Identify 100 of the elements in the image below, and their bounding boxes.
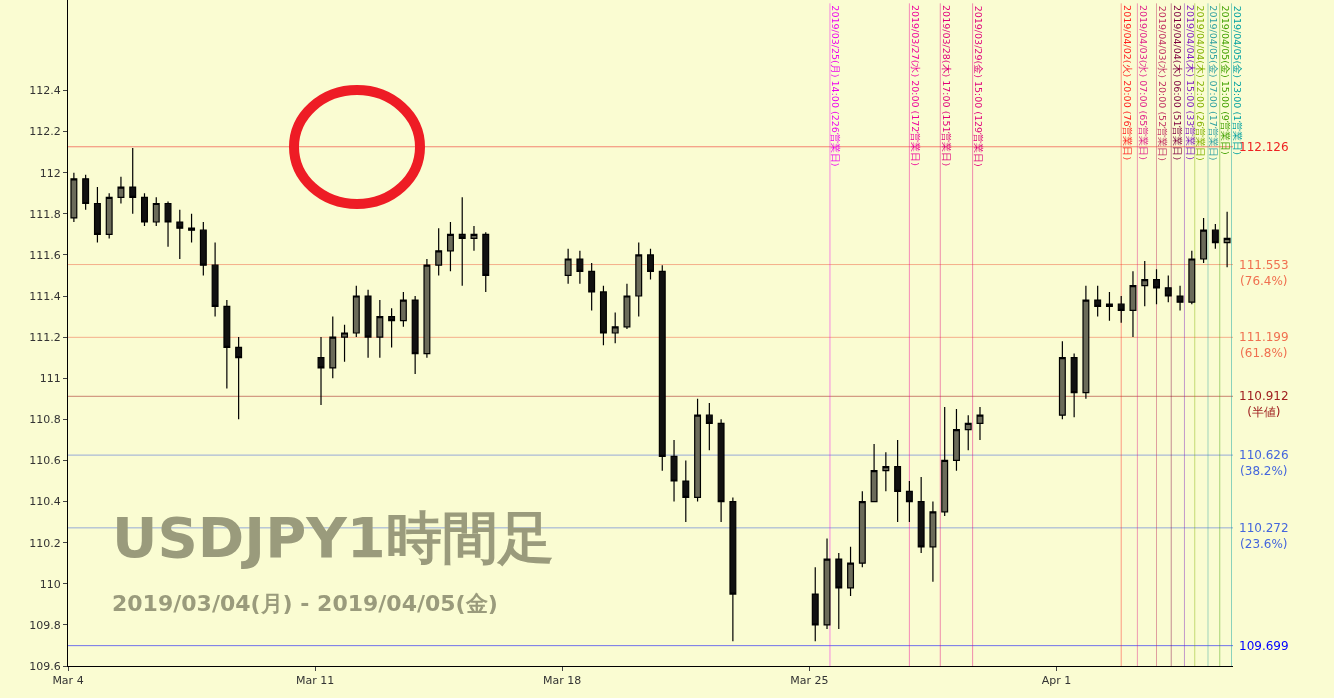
y-tick-label: 111.4 [29, 289, 61, 303]
candlestick [635, 241, 643, 318]
y-tick-label: 110.8 [29, 413, 61, 427]
candlestick [399, 291, 407, 328]
candlestick [870, 443, 878, 503]
ref-line-label: 109.699 [1239, 639, 1289, 653]
candlestick [482, 231, 490, 293]
y-tick-label: 109.8 [29, 618, 61, 632]
candlestick [458, 196, 466, 287]
y-tick-label: 112.4 [29, 84, 61, 98]
candlestick [235, 336, 243, 420]
candlestick [152, 196, 160, 227]
ref-line-label: 2019/04/04(木) 15:00 (33営業日) [1184, 4, 1196, 160]
candlestick [682, 459, 690, 523]
ref-line-label: 111.199 (61.8%) [1239, 330, 1289, 360]
candlestick [470, 225, 478, 252]
ref-line-label: 2019/04/05(金) 07:00 (17営業日) [1208, 5, 1220, 161]
candlestick [588, 262, 596, 311]
candlestick [835, 552, 843, 630]
candlestick [976, 406, 984, 441]
ref-line-label: 110.912 (半値) [1239, 389, 1289, 419]
candlestick [929, 500, 937, 583]
candlestick [329, 315, 337, 379]
candlestick [705, 402, 713, 451]
candlestick [599, 285, 607, 346]
y-tick-label: 110 [39, 577, 61, 591]
text: 2019/03/04(月) - 2019/04/05(金) [112, 591, 498, 616]
candlestick [1153, 268, 1160, 305]
candlestick [223, 299, 231, 390]
x-tick-label: Mar 11 [295, 674, 335, 688]
candlestick [364, 289, 372, 359]
candlestick [388, 307, 396, 348]
candlestick [811, 566, 819, 642]
candlestick [611, 311, 619, 344]
candlestick [729, 496, 737, 642]
ref-line-label: 2019/04/05(金) 15:00 (9営業日) [1220, 5, 1232, 155]
candlestick [847, 546, 855, 597]
candlestick [1070, 352, 1078, 418]
candlestick [176, 209, 184, 260]
candlestick [894, 439, 902, 523]
candlestick [964, 414, 972, 451]
candlestick [1082, 285, 1090, 400]
y-tick-label: 111.2 [29, 330, 61, 344]
candlestick [670, 439, 678, 503]
ref-line-label: 2019/03/25(月) 14:00 (226営業日) [830, 5, 842, 167]
candlestick [1094, 285, 1102, 318]
candlestick [70, 172, 78, 223]
candlestick [694, 398, 702, 503]
candlestick [446, 221, 454, 272]
ref-line-label: 2019/04/03(水) 07:00 (65営業日) [1137, 4, 1149, 161]
candlestick [105, 192, 113, 240]
candlestick [1188, 250, 1196, 305]
x-tick-label: Mar 18 [543, 674, 582, 688]
ref-line-label: 2019/04/04(木) 22:00 (26営業日) [1195, 5, 1207, 161]
candlestick [905, 480, 913, 523]
candlestick [117, 176, 125, 205]
ref-line-label: 110.272 (23.6%) [1239, 521, 1289, 551]
candlestick [435, 227, 443, 277]
candlestick [141, 192, 148, 227]
candlestick [952, 408, 960, 472]
y-tick-label: 111 [39, 372, 61, 386]
ref-line-label: 2019/04/03(水) 20:00 (52営業日) [1156, 5, 1168, 161]
candlestick [423, 258, 431, 359]
candlestick [1105, 291, 1113, 322]
candlestick [211, 241, 219, 318]
x-tick-label: Mar 4 [52, 674, 84, 688]
candlestick [1211, 223, 1219, 250]
candlestick [1223, 211, 1231, 268]
y-tick-label: 111.8 [29, 207, 61, 221]
x-tick-label: Apr 1 [1041, 674, 1072, 688]
candlestick [82, 174, 90, 211]
ref-line-label: 110.626 (38.2%) [1239, 448, 1289, 478]
candlestick [1129, 270, 1137, 338]
x-tick-label: Mar 25 [790, 674, 829, 688]
candlestick [129, 147, 137, 215]
candlestick [917, 476, 925, 554]
y-tick-label: 111.6 [29, 248, 61, 262]
candlestick [411, 295, 419, 375]
ref-line-label: 2019/03/29(金) 15:00 (129営業日) [972, 5, 984, 167]
candlestick [1058, 340, 1066, 420]
candlestick [1117, 295, 1125, 324]
y-tick-label: 112.2 [29, 125, 61, 139]
candlestick [658, 264, 666, 472]
ref-line-label: 111.553 (76.4%) [1239, 258, 1289, 288]
candlestick [823, 537, 831, 630]
candlestick [1164, 274, 1172, 303]
candlestick [576, 250, 584, 285]
y-tick-label: 110.2 [29, 536, 61, 550]
y-tick-label: 109.6 [29, 659, 61, 673]
candlestick [317, 336, 325, 406]
candlestick [1200, 217, 1208, 264]
y-tick-label: 110.6 [29, 454, 61, 468]
candlestick [564, 248, 572, 285]
candlestick [352, 285, 360, 338]
ref-line-label: 2019/03/27(水) 20:00 (172営業日) [909, 4, 921, 167]
y-tick-label: 110.4 [29, 495, 61, 509]
candlestick [341, 324, 349, 363]
ref-line-label: 2019/04/02(火) 20:00 (76営業日) [1121, 5, 1133, 161]
candlestick [941, 406, 949, 517]
candlestick [1176, 285, 1184, 311]
